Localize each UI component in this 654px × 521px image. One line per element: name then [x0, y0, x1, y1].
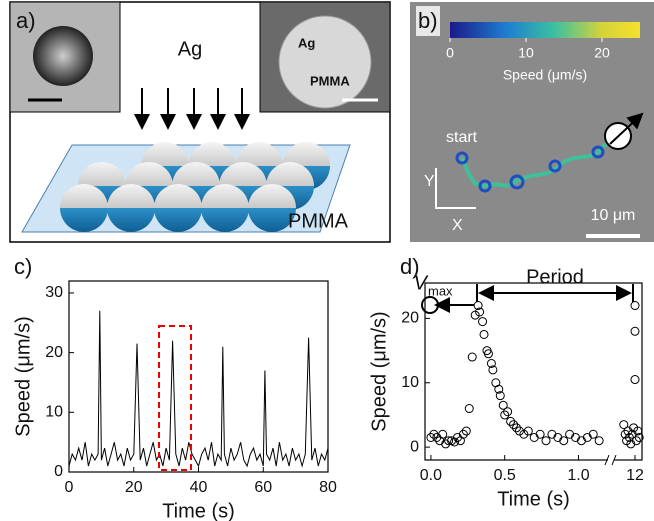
- label-bg: [416, 6, 440, 36]
- plot-frame: [68, 280, 329, 473]
- x-tick-label: 80: [319, 479, 337, 496]
- x-tick-label: 0: [65, 479, 74, 496]
- substrate-label: PMMA: [288, 210, 349, 232]
- deposition-arrows: [134, 88, 250, 130]
- panel-label: c): [14, 254, 32, 279]
- point: [426, 432, 436, 442]
- point: [535, 429, 545, 439]
- point: [450, 437, 460, 447]
- start-label: start: [446, 129, 478, 146]
- y-tick-label: 20: [45, 344, 63, 361]
- point: [464, 404, 474, 414]
- highlight-box: [158, 325, 192, 471]
- y-tick-label: 10: [45, 404, 63, 421]
- axis-break-gap: [608, 455, 614, 465]
- axis-x-label: X: [452, 217, 463, 234]
- source-label: Ag: [178, 38, 202, 60]
- axis-y-label: Y: [424, 173, 435, 190]
- y-tick-label: 0: [54, 463, 63, 480]
- charts: 0 20 40 60 80 0 10 20 30 Time (s) Speed (μm/s) c) 0.…: [12, 254, 644, 521]
- point: [494, 384, 504, 394]
- point: [473, 301, 483, 311]
- point: [506, 416, 516, 426]
- point: [523, 426, 533, 436]
- y-tick-label: 30: [45, 284, 63, 301]
- panel-label: b): [418, 8, 438, 33]
- sem-label: PMMA: [310, 73, 350, 88]
- y-tick-label: 10: [401, 374, 419, 391]
- trajectory: [460, 136, 614, 188]
- point: [594, 436, 604, 446]
- vmax-sub: max: [428, 283, 453, 298]
- point: [626, 439, 636, 449]
- colorbar-tick-label: 20: [594, 45, 610, 61]
- point: [461, 426, 471, 436]
- point: [633, 426, 643, 436]
- x-tick-label: 12: [626, 467, 644, 484]
- trajectory-loops: [455, 145, 605, 193]
- point: [541, 436, 551, 446]
- point: [479, 329, 489, 339]
- y-tick-label: 20: [401, 310, 419, 327]
- panel-label: d): [400, 254, 420, 279]
- point: [619, 420, 629, 430]
- vmax-marker: [421, 296, 439, 314]
- point: [467, 352, 477, 362]
- panel-label: a): [16, 8, 36, 33]
- point: [498, 400, 508, 410]
- colorbar-label: Speed (μm/s): [503, 67, 587, 83]
- period-label: Period: [526, 266, 584, 288]
- point: [559, 436, 569, 446]
- panel-b: b) Speed (μm/s) start Y X 10 μm 0 10 20: [410, 2, 654, 242]
- point: [588, 429, 598, 439]
- x-tick-label: 0.0: [420, 467, 442, 484]
- plot-frame: [424, 282, 643, 461]
- x-tick-label: 60: [254, 479, 272, 496]
- point: [483, 349, 493, 359]
- vmax-label: V: [414, 272, 429, 294]
- axes-icon: [435, 168, 476, 209]
- point: [488, 365, 498, 375]
- sphere-array: [60, 142, 330, 232]
- point: [509, 420, 519, 430]
- point: [631, 436, 641, 446]
- colorbar: [450, 22, 640, 38]
- point: [458, 429, 468, 439]
- point: [438, 429, 448, 439]
- x-axis-label: Time (s): [497, 488, 570, 510]
- y-axis-label: Speed (μm/s): [12, 316, 34, 436]
- axis-break: [604, 454, 617, 466]
- direction-arrow: [609, 112, 644, 145]
- point: [500, 410, 510, 420]
- point: [630, 375, 640, 385]
- x-tick-label: 40: [190, 479, 208, 496]
- point: [444, 436, 454, 446]
- sem-sphere: [278, 15, 372, 109]
- y-axis-label: Speed (μm/s): [368, 311, 390, 431]
- x-tick-label: 20: [125, 479, 143, 496]
- y-tick-label: 0: [410, 438, 419, 455]
- point: [495, 391, 505, 401]
- colorbar-tick-label: 10: [518, 45, 534, 61]
- point: [503, 407, 513, 417]
- sem-label: Ag: [298, 35, 315, 50]
- x-tick-label: 0.5: [494, 467, 516, 484]
- bead: [33, 26, 93, 86]
- point: [512, 423, 521, 433]
- x-tick-label: 1.0: [567, 467, 589, 484]
- micrograph: [410, 2, 654, 242]
- point: [486, 358, 496, 368]
- series-line: [68, 310, 329, 468]
- colorbar-tick-label: 0: [446, 45, 454, 61]
- panel-a: a) Ag PMMA Ag PMMA: [9, 1, 391, 243]
- x-axis-label: Time (s): [162, 500, 235, 521]
- scale-label: 10 μm: [591, 207, 636, 224]
- point: [478, 317, 488, 327]
- point: [475, 307, 485, 317]
- point: [630, 301, 640, 311]
- point: [429, 429, 439, 439]
- point: [630, 326, 640, 336]
- point: [634, 432, 644, 442]
